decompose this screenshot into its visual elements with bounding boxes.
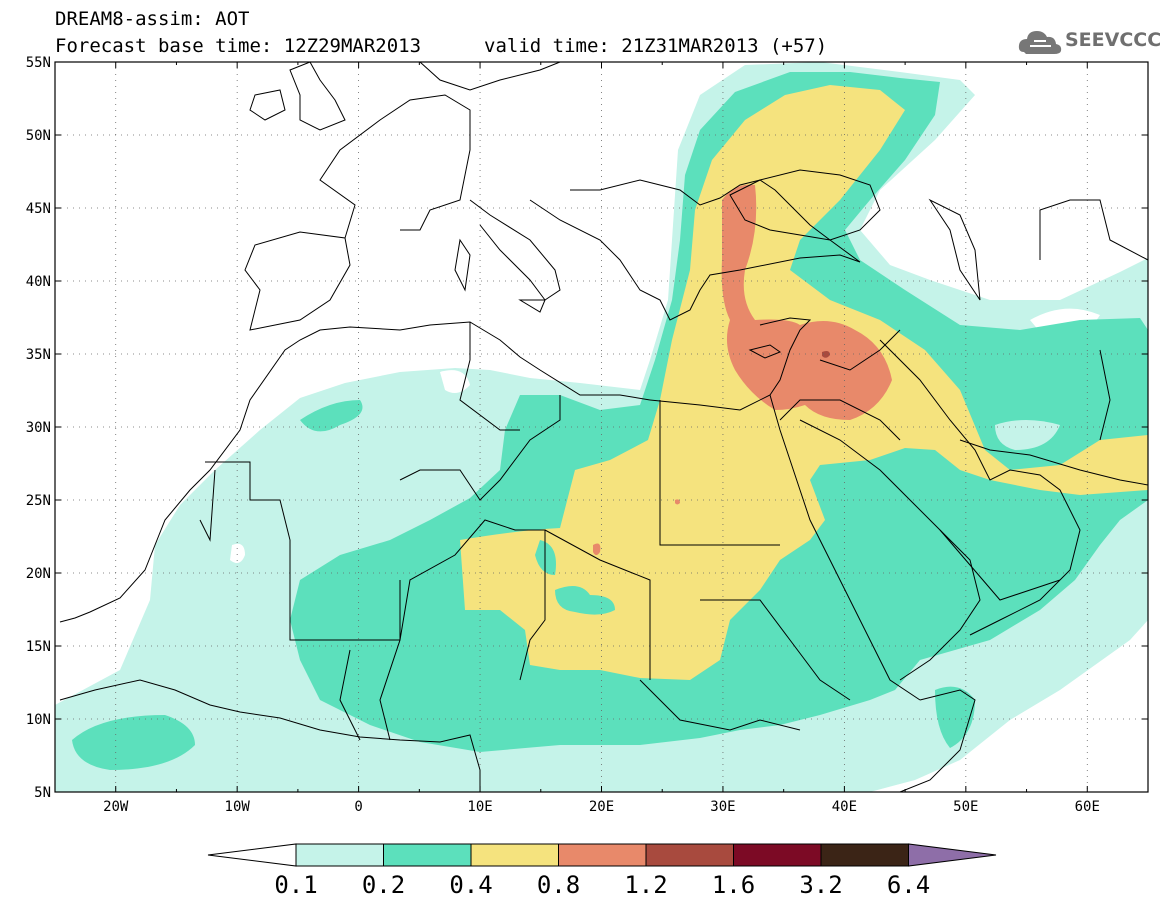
valid-time: valid time: 21Z31MAR2013 (+57)	[484, 35, 828, 57]
colorbar-box	[470, 843, 559, 867]
colorbar-box	[383, 843, 472, 867]
colorbar-box	[295, 843, 384, 867]
lat-label: 35N	[26, 347, 51, 363]
lon-label: 0	[354, 799, 362, 815]
aot-contour-0.8	[721, 184, 892, 420]
lat-label: 15N	[26, 639, 51, 655]
coastlines	[59, 62, 1148, 792]
colorbar-labels: 0.1 0.2 0.4 0.8 1.2 1.6 3.2 6.4	[274, 871, 930, 899]
colorbar-label: 0.8	[537, 871, 580, 899]
aot-contour-1.2	[822, 351, 830, 358]
lat-label: 10N	[26, 712, 51, 728]
colorbar-box	[558, 843, 647, 867]
aot-patch	[72, 715, 195, 770]
lat-label: 45N	[26, 201, 51, 217]
aot-contour-0.8-speck	[593, 543, 601, 555]
colorbar-label: 0.1	[274, 871, 317, 899]
lon-label: 60E	[1075, 799, 1100, 815]
colorbar-label: 0.2	[362, 871, 405, 899]
lon-label: 20E	[589, 799, 614, 815]
colorbar-high-arrow	[908, 843, 997, 867]
lon-label: 20W	[103, 799, 129, 815]
lon-label: 10W	[225, 799, 251, 815]
lat-label: 20N	[26, 566, 51, 582]
colorbar-box	[733, 843, 822, 867]
lat-label: 5N	[34, 785, 51, 801]
colorbar-label: 1.6	[712, 871, 755, 899]
colorbar-box	[820, 843, 909, 867]
lon-label: 30E	[710, 799, 735, 815]
forecast-base-time: Forecast base time: 12Z29MAR2013	[55, 35, 422, 57]
country-borders	[199, 199, 1148, 741]
lat-label: 55N	[26, 55, 51, 71]
lon-label: 50E	[953, 799, 978, 815]
colorbar-low-arrow	[207, 843, 297, 867]
lon-label: 40E	[832, 799, 857, 815]
axis-ticks	[54, 61, 1149, 793]
aot-gap	[230, 543, 245, 564]
colorbar-label: 6.4	[887, 871, 930, 899]
colorbar	[207, 843, 997, 867]
latitude-labels: 55N 50N 45N 40N 35N 30N 25N 20N 15N 10N 5N	[26, 55, 51, 801]
product-title: DREAM8-assim: AOT	[55, 8, 250, 30]
logo-text: SEEVCCC	[1065, 29, 1162, 51]
colorbar-label: 3.2	[799, 871, 842, 899]
lat-label: 30N	[26, 420, 51, 436]
aot-patch	[555, 586, 615, 615]
aot-contour-0.8-speck	[675, 499, 680, 505]
aot-gap	[440, 370, 470, 394]
colorbar-label: 0.4	[449, 871, 492, 899]
lon-label: 10E	[467, 799, 492, 815]
aot-patch	[300, 400, 363, 432]
lat-label: 40N	[26, 274, 51, 290]
colorbar-label: 1.2	[624, 871, 667, 899]
colorbar-box	[645, 843, 734, 867]
longitude-labels: 20W 10W 0 10E 20E 30E 40E 50E 60E	[103, 799, 1100, 815]
lat-label: 25N	[26, 493, 51, 509]
aot-gap	[995, 420, 1060, 450]
cloud-icon	[1018, 31, 1062, 54]
lat-lon-grid	[55, 62, 1148, 792]
lat-label: 50N	[26, 128, 51, 144]
